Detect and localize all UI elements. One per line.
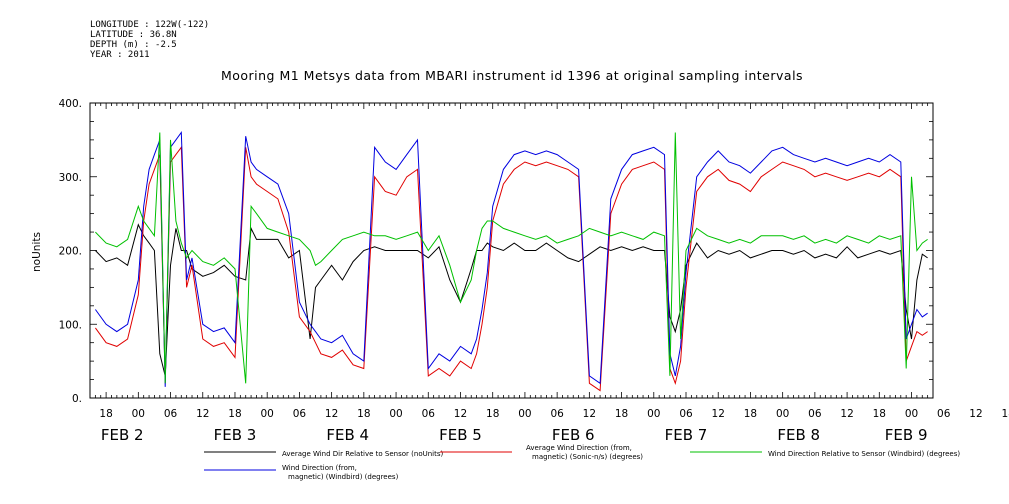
- x-hour-label: 06: [293, 408, 307, 420]
- depth-label: DEPTH (m) : -2.5: [90, 40, 177, 50]
- x-hour-label: 12: [712, 408, 725, 420]
- legend-label-2: Wind Direction Relative to Sensor (Windb…: [768, 450, 960, 458]
- longitude-label: LONGITUDE : 122W(-122): [90, 20, 210, 30]
- x-hour-label: 12: [583, 408, 596, 420]
- y-tick-label: 300.: [59, 172, 82, 184]
- x-hour-label: 00: [261, 408, 274, 420]
- series-layer: [94, 131, 928, 392]
- x-hour-label: 12: [196, 408, 209, 420]
- x-day-label: FEB 8: [777, 426, 820, 444]
- legend-label-1: Average Wind Direction (from,: [526, 444, 632, 452]
- series-line-1: [94, 145, 928, 392]
- x-hour-label: 06: [550, 408, 564, 420]
- x-day-label: FEB 2: [101, 426, 144, 444]
- x-day-label: FEB 7: [665, 426, 708, 444]
- axis-ticks: 0. 100. 200. 300. 400. 18 00 06 12 18 00 06 12 18 00 06…: [59, 98, 1009, 444]
- legend-label-3: magnetic) (Windbird) (degrees): [288, 473, 399, 481]
- plot-axes: [89, 102, 934, 399]
- y-tick-label: 100.: [59, 319, 82, 331]
- x-hour-label: 06: [164, 408, 178, 420]
- x-hour-label: 12: [969, 408, 982, 420]
- x-hour-label: 12: [840, 408, 853, 420]
- series-line-2: [95, 132, 928, 384]
- x-hour-label: 18: [744, 408, 757, 420]
- x-hour-label: 06: [422, 408, 436, 420]
- latitude-label: LATITUDE : 36.8N: [90, 30, 177, 40]
- y-axis-label: noUnits: [31, 232, 43, 272]
- x-day-label: FEB 9: [885, 426, 928, 444]
- legend: Average Wind Dir Relative to Sensor (noU…: [204, 444, 960, 481]
- x-hour-label: 12: [325, 408, 338, 420]
- y-tick-label: 400.: [59, 98, 82, 110]
- x-day-label: FEB 3: [214, 426, 257, 444]
- y-tick-label: 200.: [59, 246, 82, 258]
- series-line-0: [95, 223, 928, 377]
- x-hour-label: 00: [132, 408, 145, 420]
- legend-label-3: Wind Direction (from,: [282, 464, 357, 472]
- x-hour-label: 12: [454, 408, 467, 420]
- x-day-label: FEB 6: [552, 426, 595, 444]
- plot-frame: [89, 102, 934, 399]
- x-day-label: FEB 5: [439, 426, 482, 444]
- x-hour-label: 18: [615, 408, 628, 420]
- legend-label-1: magnetic) (Sonic-n/s) (degrees): [532, 453, 643, 461]
- x-hour-label: 06: [808, 408, 822, 420]
- x-hour-label: 18: [228, 408, 241, 420]
- year-label: YEAR : 2011: [90, 50, 150, 60]
- x-hour-label: 18: [357, 408, 370, 420]
- x-hour-label: 06: [679, 408, 693, 420]
- x-hour-label: 18: [873, 408, 886, 420]
- metadata-header: LONGITUDE : 122W(-122) LATITUDE : 36.8N …: [90, 20, 209, 60]
- x-hour-label: 00: [776, 408, 789, 420]
- x-hour-label: 00: [389, 408, 402, 420]
- series-line-3: [94, 131, 928, 387]
- x-hour-label: 06: [937, 408, 951, 420]
- x-hour-label: 18: [486, 408, 499, 420]
- chart-title: Mooring M1 Metsys data from MBARI instru…: [221, 68, 803, 83]
- x-hour-label: 00: [647, 408, 660, 420]
- legend-label-0: Average Wind Dir Relative to Sensor (noU…: [282, 450, 443, 458]
- x-hour-label: 18: [99, 408, 112, 420]
- x-hour-label: 18: [1001, 408, 1009, 420]
- y-tick-label: 0.: [72, 393, 82, 405]
- x-hour-label: 00: [518, 408, 531, 420]
- x-hour-label: 00: [905, 408, 918, 420]
- x-day-label: FEB 4: [326, 426, 369, 444]
